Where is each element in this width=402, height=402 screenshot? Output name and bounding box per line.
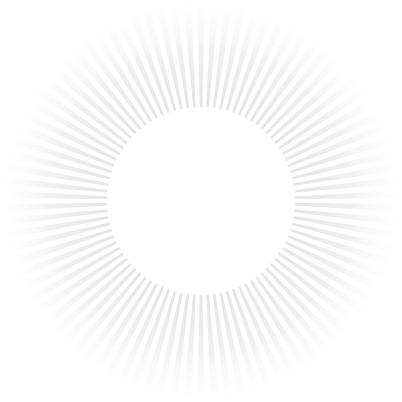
sunburst-ray xyxy=(256,122,388,179)
sunburst-ray xyxy=(128,11,181,145)
sunburst-ray xyxy=(197,261,205,401)
sunburst-ray xyxy=(259,148,396,187)
sunburst-ray xyxy=(250,234,369,317)
sunburst-ray xyxy=(260,211,399,240)
sunburst-ray xyxy=(19,109,148,176)
sunburst-ray xyxy=(208,260,233,400)
sunburst-ray xyxy=(49,240,157,338)
sunburst-ray xyxy=(260,176,401,196)
sunburst-ray xyxy=(155,4,189,143)
sunburst-ray xyxy=(254,109,383,176)
sunburst-ray xyxy=(204,1,219,142)
sunburst-ray xyxy=(25,97,150,172)
sunburst-ray xyxy=(19,226,148,293)
sunburst-ray xyxy=(59,243,160,348)
sunburst-ray xyxy=(91,251,170,373)
sunburst-ray xyxy=(183,1,198,142)
sunburst-ray xyxy=(116,255,177,386)
sunburst-ray xyxy=(6,148,143,187)
sunburst-ray xyxy=(235,249,322,366)
sunburst-ray xyxy=(225,16,286,147)
sunburst-ray xyxy=(225,255,286,386)
sunburst-ray xyxy=(103,22,174,149)
sunburst-ray xyxy=(260,202,401,212)
sunburst-ray xyxy=(245,64,353,162)
sunburst-ray xyxy=(155,259,189,398)
sunburst-ray xyxy=(213,4,247,143)
sunburst-ray xyxy=(6,215,143,254)
sunburst-ray xyxy=(14,223,146,280)
sunburst-ray xyxy=(33,234,152,317)
sunburst-ray xyxy=(80,249,167,366)
sunburst-ray xyxy=(232,29,311,151)
sunburst-ray xyxy=(3,211,142,240)
sunburst-ray xyxy=(232,251,311,373)
sunburst-ray xyxy=(33,85,152,168)
sunburst-ray xyxy=(9,135,145,183)
sunburst-ray xyxy=(197,1,205,142)
sunburst-ray xyxy=(248,74,361,165)
sunburst-ray xyxy=(252,230,377,305)
sunburst-ray xyxy=(142,258,185,395)
sunburst-ray xyxy=(49,64,157,162)
sunburst-ray xyxy=(116,16,177,147)
sunburst-ray xyxy=(245,240,353,338)
sunburst-ray xyxy=(204,260,219,401)
sunburst-ray xyxy=(256,223,388,280)
sunburst-ray xyxy=(259,215,396,254)
sunburst-ray xyxy=(103,253,174,380)
sunburst-ray xyxy=(248,237,361,328)
sunburst-ray xyxy=(169,2,194,142)
sunburst-ray xyxy=(260,162,399,191)
sunburst-ray xyxy=(183,260,198,401)
sunburst-ray xyxy=(217,7,260,144)
sunburst-ray xyxy=(242,243,343,348)
sunburst-ray xyxy=(1,190,142,200)
sunburst-ray xyxy=(142,7,185,144)
sunburst-ray xyxy=(91,29,170,151)
sunburst-ray xyxy=(59,54,160,159)
sunburst-ray xyxy=(235,36,322,153)
sunburst-ray xyxy=(128,257,181,391)
sunburst-ray xyxy=(228,253,299,380)
sunburst-ray xyxy=(9,219,145,267)
sunburst-ray xyxy=(221,11,274,145)
sunburst-ray xyxy=(169,260,194,400)
sunburst-ray xyxy=(69,45,163,156)
sunburst-ray xyxy=(254,226,383,293)
sunburst-ray xyxy=(80,36,167,153)
sunburst-ray xyxy=(41,237,154,328)
sunburst-ray xyxy=(3,162,142,191)
sunburst-ray xyxy=(1,202,142,212)
sunburst-ray xyxy=(1,206,142,226)
sunburst-ray xyxy=(228,22,299,149)
sunburst-ray xyxy=(242,54,343,159)
center-disc xyxy=(107,107,295,295)
sunburst-ray xyxy=(250,85,369,168)
sunburst-ray xyxy=(69,246,163,357)
sunburst-ray xyxy=(213,259,247,398)
sunburst-ray xyxy=(208,2,233,142)
sunburst-ray xyxy=(41,74,154,165)
sunburst-ray xyxy=(260,190,401,200)
sunburst-ray xyxy=(217,258,260,395)
sunburst-ray xyxy=(252,97,377,172)
sunburst-ray xyxy=(14,122,146,179)
sunburst-ray xyxy=(239,45,333,156)
sunburst-ray xyxy=(239,246,333,357)
sunburst-ray xyxy=(257,135,393,183)
sunburst-ray xyxy=(25,230,150,305)
sunburst-ray xyxy=(257,219,393,267)
sunburst-ray xyxy=(260,206,401,226)
sunburst-ray xyxy=(1,176,142,196)
sunburst-ray xyxy=(221,257,274,391)
